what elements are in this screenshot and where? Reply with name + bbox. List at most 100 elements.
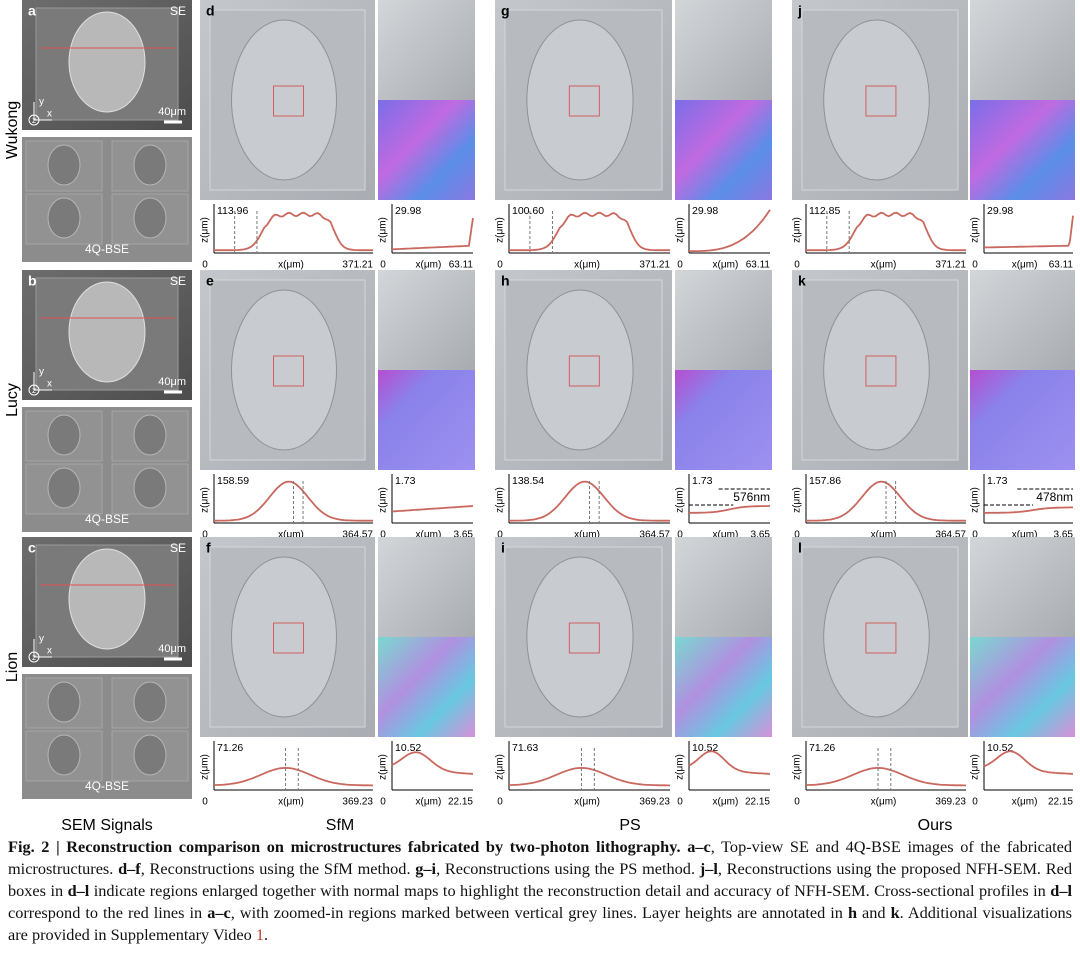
panel-letter: f: [206, 540, 211, 556]
x-max-label: 3.65: [751, 530, 771, 541]
normal-map: [970, 370, 1075, 470]
profile-curve: [984, 506, 1073, 514]
layer-height: 478nm: [1036, 490, 1073, 504]
y-max-label: 29.98: [692, 205, 718, 217]
axis-label: z: [32, 116, 36, 125]
y-label: z(μm): [792, 754, 803, 780]
y-max-label: 100.60: [512, 205, 544, 217]
y-label: z(μm): [675, 487, 686, 513]
x-max-label: 364.57: [935, 530, 966, 541]
bse-structure: [133, 144, 167, 186]
zoom-render: [970, 270, 1075, 370]
panel-letter: g: [501, 3, 510, 19]
profile-curve: [508, 766, 670, 787]
caption-normal: indicate regions enlarged together with …: [89, 881, 1051, 900]
se-structure: [68, 11, 146, 113]
axis-label: y: [39, 367, 44, 378]
normal-map: [675, 370, 772, 470]
render-structure: [231, 556, 337, 718]
render-structure: [231, 19, 337, 181]
profile-curve: [689, 209, 771, 253]
x-max-label: 3.65: [454, 530, 474, 541]
normal-map: [675, 100, 772, 200]
axis-label: z: [32, 386, 36, 395]
se-label: SE: [170, 4, 186, 18]
caption: Fig. 2 | Reconstruction comparison on mi…: [8, 836, 1072, 946]
caption-bold: Fig. 2 | Reconstruction comparison on mi…: [8, 837, 681, 856]
caption-bold: d–f: [118, 859, 141, 878]
profile-curve: [391, 751, 474, 775]
caption-normal: , with zoomed-in regions marked between …: [230, 903, 848, 922]
origin-label: 0: [972, 260, 978, 271]
normal-map: [378, 637, 475, 737]
axis-origin: [28, 384, 40, 396]
render-structure: [526, 556, 634, 718]
axis-label: y: [39, 97, 44, 108]
axis-origin: [28, 114, 40, 126]
bse-structure: [47, 197, 81, 239]
axis-label: x: [47, 646, 52, 657]
render-structure: [823, 289, 930, 451]
normal-map: [970, 100, 1075, 200]
y-label: z(μm): [495, 754, 506, 780]
x-max-label: 364.57: [342, 530, 373, 541]
origin-label: 0: [497, 260, 503, 271]
x-label: x(μm): [871, 797, 897, 808]
normal-map: [675, 637, 772, 737]
scale-label: 40μm: [158, 643, 186, 655]
y-max-label: 157.86: [809, 475, 841, 487]
zoom-box: [865, 355, 897, 387]
bse-structure: [133, 197, 167, 239]
bse-structure: [133, 414, 167, 456]
profile-curve: [213, 766, 373, 787]
caption-bold: a–c: [687, 837, 711, 856]
profile-curve: [392, 217, 474, 251]
y-max-label: 1.73: [692, 475, 713, 487]
bse-label: 4Q-BSE: [85, 512, 129, 526]
profile-curve: [689, 505, 770, 514]
y-label: z(μm): [200, 487, 211, 513]
panel-letter: h: [501, 273, 510, 289]
column-label: Ours: [918, 817, 953, 834]
panel-letter: a: [28, 3, 36, 19]
se-structure: [68, 281, 146, 383]
origin-label: 0: [677, 797, 683, 808]
origin-label: 0: [202, 797, 208, 808]
row-label: Lucy: [4, 383, 21, 417]
caption-bold: j–l: [699, 859, 718, 878]
x-max-label: 371.21: [639, 260, 670, 271]
bse-structure: [133, 681, 167, 723]
caption-normal: , Top-view SE and 4Q-BSE images of the f…: [8, 837, 1073, 878]
origin-label: 0: [677, 260, 683, 271]
x-label: x(μm): [278, 260, 304, 271]
origin-label: 0: [202, 530, 208, 541]
bse-label: 4Q-BSE: [85, 242, 129, 256]
y-label: z(μm): [378, 487, 389, 513]
zoom-box: [865, 85, 897, 117]
zoom-box: [273, 355, 304, 387]
x-max-label: 369.23: [935, 797, 966, 808]
y-label: z(μm): [970, 217, 981, 243]
render-structure: [526, 19, 634, 181]
x-max-label: 371.21: [935, 260, 966, 271]
zoom-box: [568, 622, 600, 654]
render-structure: [526, 289, 634, 451]
x-label: x(μm): [574, 260, 600, 271]
zoom-render: [675, 270, 772, 370]
caption-link[interactable]: 1: [255, 925, 264, 944]
bse-structure: [47, 734, 81, 776]
caption-bold: g–i: [415, 859, 437, 878]
caption-normal: , Reconstructions using the proposed NFH…: [8, 859, 1072, 900]
y-label: z(μm): [792, 217, 803, 243]
caption-bold: d–l: [1050, 881, 1072, 900]
panel-letter: b: [28, 273, 37, 289]
origin-label: 0: [972, 797, 978, 808]
y-max-label: 10.52: [987, 742, 1013, 754]
caption-bold: h: [847, 903, 858, 922]
origin-label: 0: [677, 530, 683, 541]
x-max-label: 22.15: [745, 797, 770, 808]
origin-label: 0: [497, 797, 503, 808]
caption-normal: correspond to the red lines in: [8, 903, 208, 922]
y-label: z(μm): [970, 754, 981, 780]
axis-label: y: [39, 634, 44, 645]
